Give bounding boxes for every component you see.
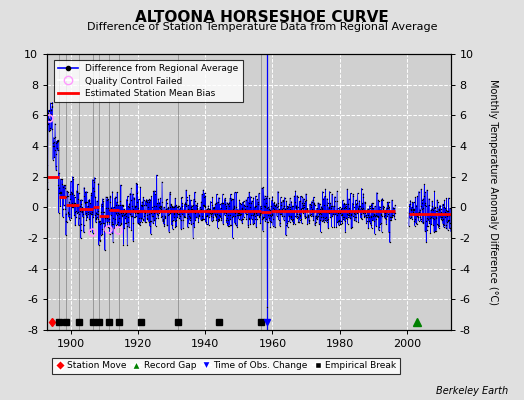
Legend: Station Move, Record Gap, Time of Obs. Change, Empirical Break: Station Move, Record Gap, Time of Obs. C… xyxy=(52,358,400,374)
Y-axis label: Monthly Temperature Anomaly Difference (°C): Monthly Temperature Anomaly Difference (… xyxy=(487,79,498,305)
Text: ALTOONA HORSESHOE CURVE: ALTOONA HORSESHOE CURVE xyxy=(135,10,389,25)
Text: Berkeley Earth: Berkeley Earth xyxy=(436,386,508,396)
Text: Difference of Station Temperature Data from Regional Average: Difference of Station Temperature Data f… xyxy=(87,22,437,32)
